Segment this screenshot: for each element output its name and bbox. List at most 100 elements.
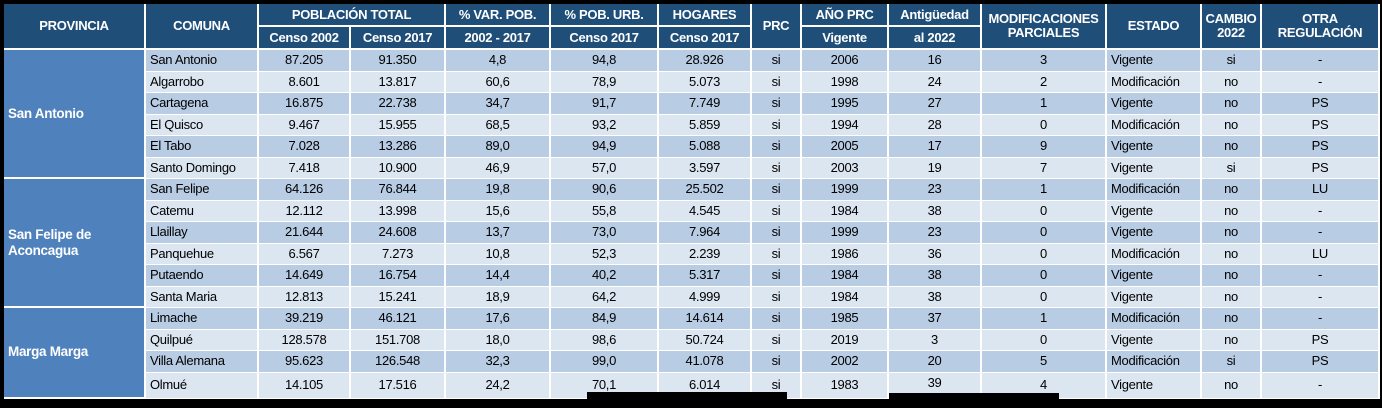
- cell-otra_regulacion: -: [1262, 200, 1380, 222]
- cell-antiguedad_al_2022: 24: [889, 71, 982, 93]
- cell-var_pob_2002_2017: 15,6: [446, 200, 551, 222]
- cell-cambio_2022: no: [1202, 71, 1262, 93]
- cell-var_pob_2002_2017: 19,8: [446, 179, 551, 201]
- cell-modificaciones_parciales: 0: [982, 200, 1107, 222]
- cell-pob_urb_censo_2017: 73,0: [551, 222, 659, 244]
- cell-censo_2017: 15.241: [351, 286, 446, 308]
- col-subheader-censo-2002: Censo 2002: [259, 27, 351, 50]
- cell-censo_2002: 16.875: [259, 93, 351, 115]
- cell-pob_urb_censo_2017: 64,2: [551, 286, 659, 308]
- cell-comuna: San Felipe: [146, 179, 259, 201]
- provincia-group-cell: San Felipe de Aconcagua: [4, 179, 146, 308]
- cell-censo_2002: 7.028: [259, 136, 351, 158]
- col-subheader-antiguedad-al-2022: al 2022: [889, 27, 982, 50]
- cell-antiguedad_al_2022: 20: [889, 351, 982, 373]
- cell-anio_prc_vigente: 1998: [802, 71, 889, 93]
- cell-otra_regulacion: PS: [1262, 351, 1380, 373]
- cell-hogares_censo_2017: 2.239: [659, 243, 752, 265]
- cell-estado: Vigente: [1107, 222, 1202, 244]
- col-header-prc: PRC: [752, 4, 802, 50]
- table-row: Quilpué 128.578 151.708 18,0 98,6 50.724 si 201…: [4, 329, 1380, 351]
- cell-censo_2002: 12.813: [259, 286, 351, 308]
- table-row: Cartagena 16.875 22.738 34,7 91,7 7.749 si 1995…: [4, 93, 1380, 115]
- cell-comuna: Villa Alemana: [146, 351, 259, 373]
- cell-var_pob_2002_2017: 13,7: [446, 222, 551, 244]
- cell-antiguedad_al_2022: 28: [889, 114, 982, 136]
- cell-estado: Modificación: [1107, 243, 1202, 265]
- col-header-anio-prc: AÑO PRC: [802, 4, 889, 27]
- table-row: Llaillay 21.644 24.608 13,7 73,0 7.964 si 1999 2…: [4, 222, 1380, 244]
- table-body: San Antonio San Antonio 87.205 91.350 4,8 94,…: [4, 50, 1380, 399]
- cell-modificaciones_parciales: 2: [982, 71, 1107, 93]
- cell-cambio_2022: no: [1202, 200, 1262, 222]
- cell-estado: Vigente: [1107, 200, 1202, 222]
- cell-cambio_2022: si: [1202, 351, 1262, 373]
- cell-anio_prc_vigente: 2005: [802, 136, 889, 158]
- cell-modificaciones_parciales: 1: [982, 179, 1107, 201]
- cell-hogares_censo_2017: 3.597: [659, 157, 752, 179]
- cell-estado: Vigente: [1107, 265, 1202, 287]
- col-subheader-anio-vigente: Vigente: [802, 27, 889, 50]
- cell-comuna: Quilpué: [146, 329, 259, 351]
- cell-anio_prc_vigente: 1984: [802, 265, 889, 287]
- cell-antiguedad_al_2022: 38: [889, 200, 982, 222]
- cell-estado: Vigente: [1107, 50, 1202, 72]
- cell-comuna: El Tabo: [146, 136, 259, 158]
- cell-estado: Vigente: [1107, 372, 1202, 399]
- cell-censo_2002: 95.623: [259, 351, 351, 373]
- cell-comuna: Santa Maria: [146, 286, 259, 308]
- cell-censo_2002: 128.578: [259, 329, 351, 351]
- cell-censo_2002: 21.644: [259, 222, 351, 244]
- cell-comuna: Santo Domingo: [146, 157, 259, 179]
- col-header-modificaciones: MODIFICACIONES PARCIALES: [982, 4, 1107, 50]
- cell-estado: Modificación: [1107, 308, 1202, 330]
- table-row: Villa Alemana 95.623 126.548 32,3 99,0 41.078…: [4, 351, 1380, 373]
- cell-censo_2002: 87.205: [259, 50, 351, 72]
- cell-anio_prc_vigente: 1995: [802, 93, 889, 115]
- cell-prc: si: [752, 71, 802, 93]
- table-row: Marga Marga Limache 39.219 46.121 17,6 84,9 14…: [4, 308, 1380, 399]
- cell-prc: si: [752, 351, 802, 373]
- cell-comuna: Algarrobo: [146, 71, 259, 93]
- cell-var_pob_2002_2017: 89,0: [446, 136, 551, 158]
- cell-censo_2017: 15.955: [351, 114, 446, 136]
- cell-estado: Vigente: [1107, 286, 1202, 308]
- cell-antiguedad_al_2022: 23: [889, 179, 982, 201]
- cell-var_pob_2002_2017: 46,9: [446, 157, 551, 179]
- col-header-cambio-2022: CAMBIO 2022: [1202, 4, 1262, 50]
- table-row: Catemu 12.112 13.998 15,6 55,8 4.545 si 1984 38 0…: [4, 200, 1380, 222]
- cell-antiguedad_al_2022: 38: [889, 286, 982, 308]
- cell-otra_regulacion: -: [1262, 286, 1380, 308]
- cell-censo_2017: 10.900: [351, 157, 446, 179]
- cell-prc: si: [752, 243, 802, 265]
- table-row: Panquehue 6.567 7.273 10,8 52,3 2.239 si 1986 36…: [4, 243, 1380, 265]
- cell-hogares_censo_2017: 41.078: [659, 351, 752, 373]
- cell-pob_urb_censo_2017: 52,3: [551, 243, 659, 265]
- cell-pob_urb_censo_2017: 94,8: [551, 50, 659, 72]
- cell-otra_regulacion: -: [1262, 50, 1380, 72]
- cell-estado: Modificación: [1107, 114, 1202, 136]
- cell-censo_2017: 126.548: [351, 351, 446, 373]
- cell-hogares_censo_2017: 4.999: [659, 286, 752, 308]
- cell-estado: Vigente: [1107, 136, 1202, 158]
- cell-pob_urb_censo_2017: 98,6: [551, 329, 659, 351]
- col-subheader-pob-urb-censo: Censo 2017: [551, 27, 659, 50]
- cell-censo_2017: 22.738: [351, 93, 446, 115]
- cell-anio_prc_vigente: 1986: [802, 243, 889, 265]
- cell-estado: Modificación: [1107, 179, 1202, 201]
- cell-cambio_2022: no: [1202, 329, 1262, 351]
- cell-anio_prc_vigente: 1983: [802, 372, 889, 399]
- black-marker-right: [889, 393, 1059, 408]
- cell-estado: Vigente: [1107, 157, 1202, 179]
- cell-comuna: Olmué: [146, 372, 259, 399]
- cell-otra_regulacion: -: [1262, 372, 1380, 399]
- cell-anio_prc_vigente: 1999: [802, 179, 889, 201]
- cell-modificaciones_parciales: 0: [982, 286, 1107, 308]
- cell-antiguedad_al_2022: 27: [889, 93, 982, 115]
- cell-prc: si: [752, 157, 802, 179]
- cell-censo_2002: 7.418: [259, 157, 351, 179]
- cell-otra_regulacion: PS: [1262, 157, 1380, 179]
- provincia-group-cell: San Antonio: [4, 50, 146, 179]
- cell-estado: Vigente: [1107, 93, 1202, 115]
- table-frame: PROVINCIA COMUNA POBLACIÓN TOTAL % VAR. …: [4, 4, 1380, 399]
